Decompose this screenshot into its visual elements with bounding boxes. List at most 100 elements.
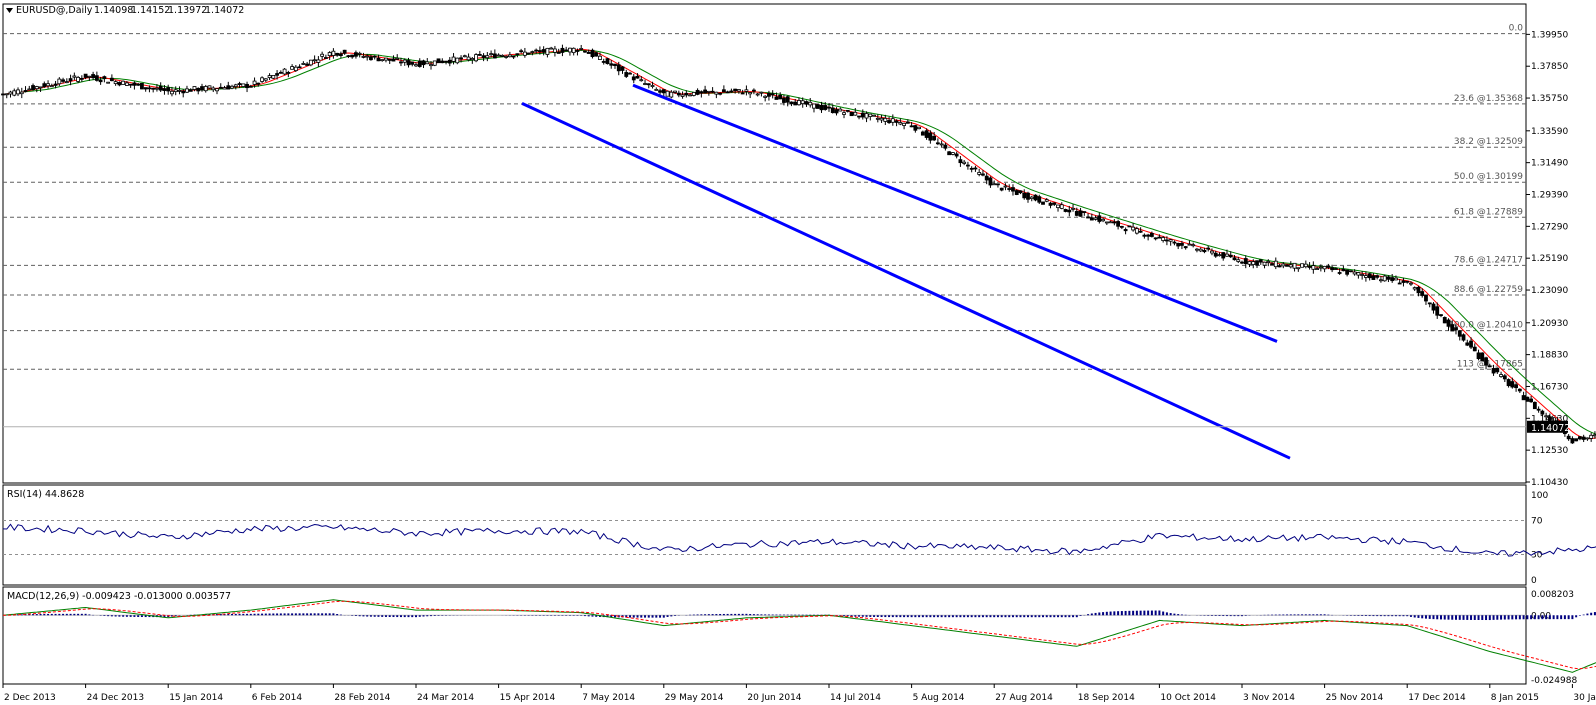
candle-body	[1202, 249, 1207, 253]
candle-body	[1461, 334, 1466, 341]
candle-body	[1247, 261, 1252, 265]
candle-body	[928, 132, 933, 141]
candle-body	[1341, 268, 1346, 272]
candle-body	[106, 81, 111, 84]
time-tick-label: 24 Dec 2013	[87, 693, 145, 703]
candle-body	[1416, 286, 1421, 294]
dropdown-triangle-icon[interactable]	[6, 8, 13, 13]
candle-body	[496, 54, 501, 57]
candle-body	[1521, 395, 1526, 401]
candle-body	[1037, 196, 1042, 203]
candle-body	[1435, 306, 1440, 316]
candle-body	[429, 64, 433, 67]
candle-body	[158, 85, 163, 91]
macd-panel[interactable]	[2, 586, 1527, 685]
candle-body	[797, 100, 801, 106]
candle-body	[402, 59, 407, 63]
candle-body	[1134, 228, 1139, 234]
rsi-indicator	[2, 520, 1596, 557]
candle-body	[492, 53, 497, 59]
candle-body	[1071, 207, 1075, 210]
candle-body	[406, 60, 411, 66]
candle-body	[1168, 239, 1173, 242]
candle-body	[399, 61, 403, 64]
candle-body	[579, 48, 584, 50]
price-tick-label: 1.20930	[1531, 319, 1568, 329]
candle-body	[177, 89, 182, 92]
candle-body	[440, 60, 445, 64]
candle-body	[42, 83, 47, 88]
candle-body	[282, 68, 287, 75]
candle-body	[943, 144, 948, 149]
candle-body	[905, 121, 910, 124]
candle-body	[305, 63, 310, 66]
rsi-label: RSI(14) 44.8628	[7, 489, 84, 500]
candle-body	[804, 101, 809, 105]
price-tick-label: 1.12530	[1531, 446, 1568, 456]
current-price-box	[1527, 420, 1568, 433]
candle-body	[1326, 266, 1331, 268]
candle-body	[485, 55, 490, 59]
candle-body	[1465, 342, 1470, 346]
candle-body	[1067, 209, 1072, 213]
price-tick-label: 1.16730	[1531, 382, 1568, 392]
candle-body	[211, 87, 216, 91]
candle-body	[1138, 230, 1143, 233]
candle-body	[522, 51, 527, 56]
candle-body	[996, 183, 1000, 186]
candle-body	[395, 57, 400, 60]
candle-body	[76, 76, 80, 82]
candle-body	[308, 59, 313, 66]
candle-body	[102, 76, 107, 79]
candle-body	[541, 49, 546, 53]
candle-body	[710, 90, 715, 93]
candle-body	[323, 57, 328, 59]
candle-body	[361, 56, 366, 58]
candle-body	[248, 85, 253, 88]
candle-body	[872, 114, 876, 117]
candle-body	[1262, 261, 1267, 266]
candle-body	[1570, 438, 1575, 444]
time-tick-label: 27 Aug 2014	[995, 693, 1053, 703]
candle-body	[38, 86, 43, 89]
candle-body	[752, 89, 756, 92]
candle-body	[166, 87, 171, 92]
candle-body	[1379, 279, 1383, 282]
candle-body	[263, 78, 268, 81]
candle-body	[46, 83, 50, 87]
candle-body	[1502, 375, 1507, 380]
candle-body	[545, 47, 550, 55]
candle-body	[890, 118, 895, 123]
candle-body	[725, 91, 730, 94]
candle-body	[1540, 410, 1545, 415]
price-tick-label: 1.35750	[1531, 94, 1568, 104]
candle-body	[684, 92, 689, 96]
candle-body	[1544, 415, 1549, 418]
candle-body	[515, 53, 520, 56]
candle-body	[1424, 294, 1428, 302]
rsi-panel[interactable]	[2, 484, 1527, 586]
candle-body	[808, 101, 813, 106]
price-tick-label: 1.27290	[1531, 222, 1568, 232]
candle-body	[1367, 273, 1372, 279]
candle-body	[1243, 258, 1248, 265]
candlesticks	[1, 44, 1596, 444]
candle-body	[613, 63, 617, 66]
time-tick-label: 18 Sep 2014	[1078, 693, 1135, 703]
candle-body	[1127, 225, 1132, 228]
candle-body	[1041, 201, 1045, 205]
candle-body	[64, 81, 69, 84]
candle-body	[834, 109, 839, 114]
candle-body	[125, 82, 129, 86]
candle-body	[999, 187, 1004, 191]
candle-body	[646, 83, 651, 86]
time-tick-label: 25 Nov 2014	[1326, 693, 1384, 703]
candle-body	[1270, 263, 1274, 266]
candle-body	[691, 92, 696, 96]
main-price-panel[interactable]	[2, 3, 1527, 484]
candle-body	[1484, 357, 1488, 366]
candle-body	[23, 90, 28, 93]
price-tick-label: 1.31490	[1531, 159, 1568, 169]
candle-body	[875, 117, 880, 120]
candle-body	[868, 113, 873, 117]
